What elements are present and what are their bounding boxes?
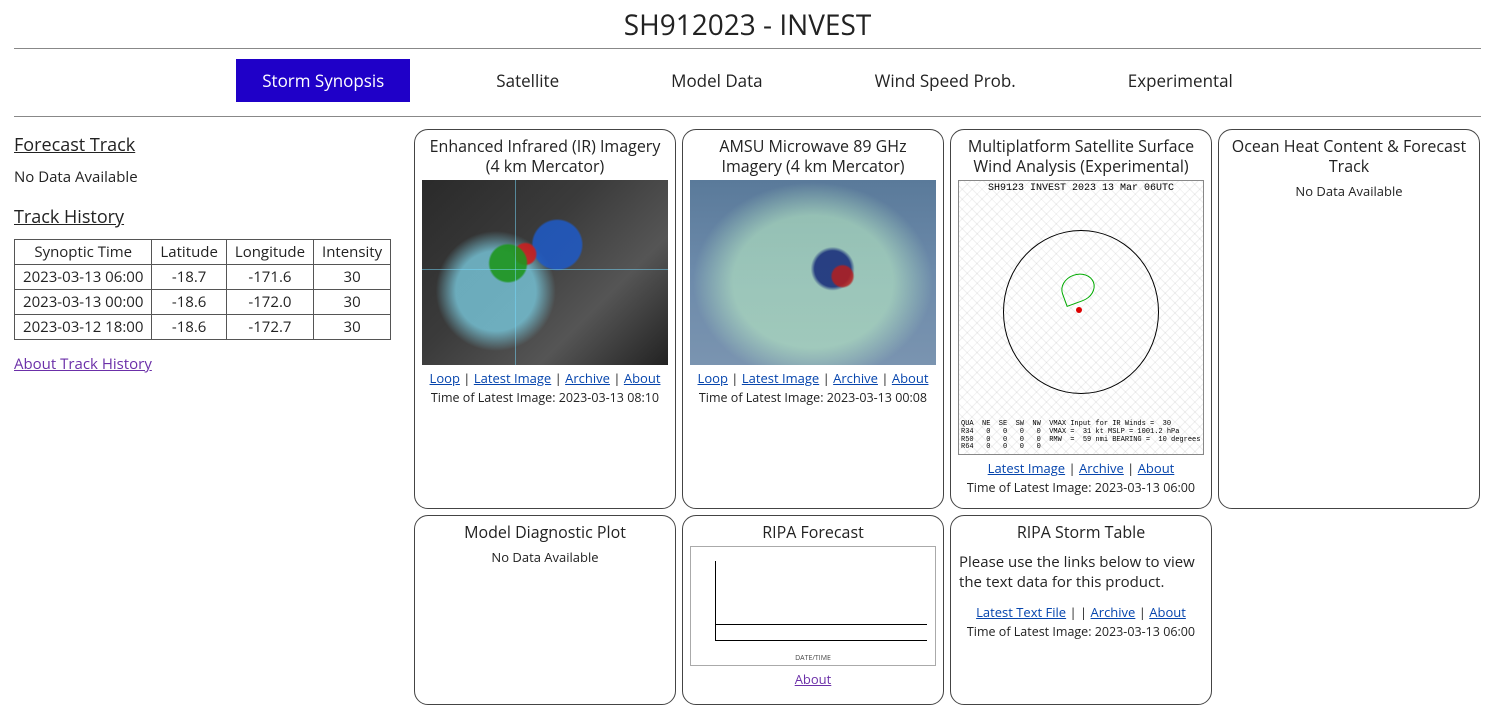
cell: 30 xyxy=(314,315,391,340)
rule-below-tabs xyxy=(14,116,1481,117)
card-amsu-time: Time of Latest Image: 2023-03-13 00:08 xyxy=(699,389,927,406)
right-column: Enhanced Infrared (IR) Imagery (4 km Mer… xyxy=(414,129,1481,705)
card-ir-time: Time of Latest Image: 2023-03-13 08:10 xyxy=(431,389,659,406)
wind-archive-link[interactable]: Archive xyxy=(1079,459,1124,477)
card-amsu-title: AMSU Microwave 89 GHz Imagery (4 km Merc… xyxy=(691,136,935,176)
left-column: Forecast Track No Data Available Track H… xyxy=(14,129,394,374)
card-ripa-forecast-links: About xyxy=(795,670,832,688)
tab-experimental[interactable]: Experimental xyxy=(1102,59,1259,102)
card-ir: Enhanced Infrared (IR) Imagery (4 km Mer… xyxy=(414,129,676,509)
about-track-history-link[interactable]: About Track History xyxy=(14,354,152,374)
ripa-forecast-thumbnail[interactable]: DATE/TIME xyxy=(690,546,936,666)
card-model-title: Model Diagnostic Plot xyxy=(464,522,626,542)
amsu-thumbnail[interactable] xyxy=(690,180,936,365)
card-ripa-table-time: Time of Latest Image: 2023-03-13 06:00 xyxy=(967,623,1195,640)
table-row: 2023-03-12 18:00 -18.6 -172.7 30 xyxy=(15,315,391,340)
col-intensity: Intensity xyxy=(314,240,391,265)
track-history-table: Synoptic Time Latitude Longitude Intensi… xyxy=(14,239,391,340)
card-ohc-nodata: No Data Available xyxy=(1295,182,1402,200)
card-model-nodata: No Data Available xyxy=(491,548,598,566)
wind-thumbnail[interactable]: SH9123 INVEST 2023 13 Mar 06UTC QUA NE S… xyxy=(958,180,1204,455)
cell: -18.6 xyxy=(152,315,226,340)
card-ripa-table-body: Please use the links below to view the t… xyxy=(959,552,1203,593)
wind-center-dot xyxy=(1076,307,1082,313)
amsu-archive-link[interactable]: Archive xyxy=(833,369,878,387)
cell: 30 xyxy=(314,265,391,290)
wind-about-link[interactable]: About xyxy=(1138,459,1175,477)
tab-storm-synopsis[interactable]: Storm Synopsis xyxy=(236,59,410,102)
col-synoptic-time: Synoptic Time xyxy=(15,240,152,265)
forecast-track-heading: Forecast Track xyxy=(14,133,394,157)
amsu-about-link[interactable]: About xyxy=(892,369,929,387)
wind-overlay-footer: QUA NE SE SW NW VMAX Input for IR Winds … xyxy=(959,421,1203,452)
ir-latest-link[interactable]: Latest Image xyxy=(474,369,551,387)
card-ripa-forecast: RIPA Forecast DATE/TIME About xyxy=(682,515,944,705)
card-wind: Multiplatform Satellite Surface Wind Ana… xyxy=(950,129,1212,509)
cell: -172.7 xyxy=(226,315,313,340)
col-latitude: Latitude xyxy=(152,240,226,265)
ir-archive-link[interactable]: Archive xyxy=(565,369,610,387)
wind-overlay-title: SH9123 INVEST 2023 13 Mar 06UTC xyxy=(959,183,1203,194)
card-wind-time: Time of Latest Image: 2023-03-13 06:00 xyxy=(967,479,1195,496)
cell: 30 xyxy=(314,290,391,315)
ripa-latest-text-link[interactable]: Latest Text File xyxy=(976,603,1066,621)
track-history-heading: Track History xyxy=(14,205,394,229)
card-ir-links: Loop | Latest Image | Archive | About xyxy=(430,369,661,387)
card-ir-title: Enhanced Infrared (IR) Imagery (4 km Mer… xyxy=(423,136,667,176)
table-row: 2023-03-13 06:00 -18.7 -171.6 30 xyxy=(15,265,391,290)
col-longitude: Longitude xyxy=(226,240,313,265)
forecast-track-nodata: No Data Available xyxy=(14,167,394,187)
card-ohc: Ocean Heat Content & Forecast Track No D… xyxy=(1218,129,1480,509)
tab-model-data[interactable]: Model Data xyxy=(645,59,788,102)
cell: 2023-03-12 18:00 xyxy=(15,315,152,340)
card-wind-links: Latest Image | Archive | About xyxy=(988,459,1175,477)
wind-latest-link[interactable]: Latest Image xyxy=(988,459,1065,477)
card-amsu: AMSU Microwave 89 GHz Imagery (4 km Merc… xyxy=(682,129,944,509)
card-ripa-table: RIPA Storm Table Please use the links be… xyxy=(950,515,1212,705)
card-ripa-table-title: RIPA Storm Table xyxy=(1017,522,1145,542)
table-header-row: Synoptic Time Latitude Longitude Intensi… xyxy=(15,240,391,265)
table-row: 2023-03-13 00:00 -18.6 -172.0 30 xyxy=(15,290,391,315)
ripa-xlabel: DATE/TIME xyxy=(691,654,935,663)
ir-thumbnail[interactable] xyxy=(422,180,668,365)
tab-wind-speed-prob[interactable]: Wind Speed Prob. xyxy=(849,59,1042,102)
ripa-archive-link[interactable]: Archive xyxy=(1091,603,1136,621)
ir-loop-link[interactable]: Loop xyxy=(430,369,460,387)
cell: -172.0 xyxy=(226,290,313,315)
ir-about-link[interactable]: About xyxy=(624,369,661,387)
ripa-about-link[interactable]: About xyxy=(1149,603,1186,621)
cell: -18.6 xyxy=(152,290,226,315)
tab-row: Storm Synopsis Satellite Model Data Wind… xyxy=(14,49,1481,112)
card-ohc-title: Ocean Heat Content & Forecast Track xyxy=(1227,136,1471,176)
card-amsu-links: Loop | Latest Image | Archive | About xyxy=(698,369,929,387)
cell: 2023-03-13 06:00 xyxy=(15,265,152,290)
cell: 2023-03-13 00:00 xyxy=(15,290,152,315)
card-model: Model Diagnostic Plot No Data Available xyxy=(414,515,676,705)
amsu-latest-link[interactable]: Latest Image xyxy=(742,369,819,387)
card-ripa-forecast-title: RIPA Forecast xyxy=(762,522,864,542)
card-ripa-table-links: Latest Text File | | Archive | About xyxy=(976,603,1186,621)
card-wind-title: Multiplatform Satellite Surface Wind Ana… xyxy=(959,136,1203,176)
cell: -171.6 xyxy=(226,265,313,290)
amsu-loop-link[interactable]: Loop xyxy=(698,369,728,387)
cell: -18.7 xyxy=(152,265,226,290)
ripa-forecast-about-link[interactable]: About xyxy=(795,670,832,688)
page-title: SH912023 - INVEST xyxy=(14,6,1481,44)
tab-satellite[interactable]: Satellite xyxy=(470,59,585,102)
